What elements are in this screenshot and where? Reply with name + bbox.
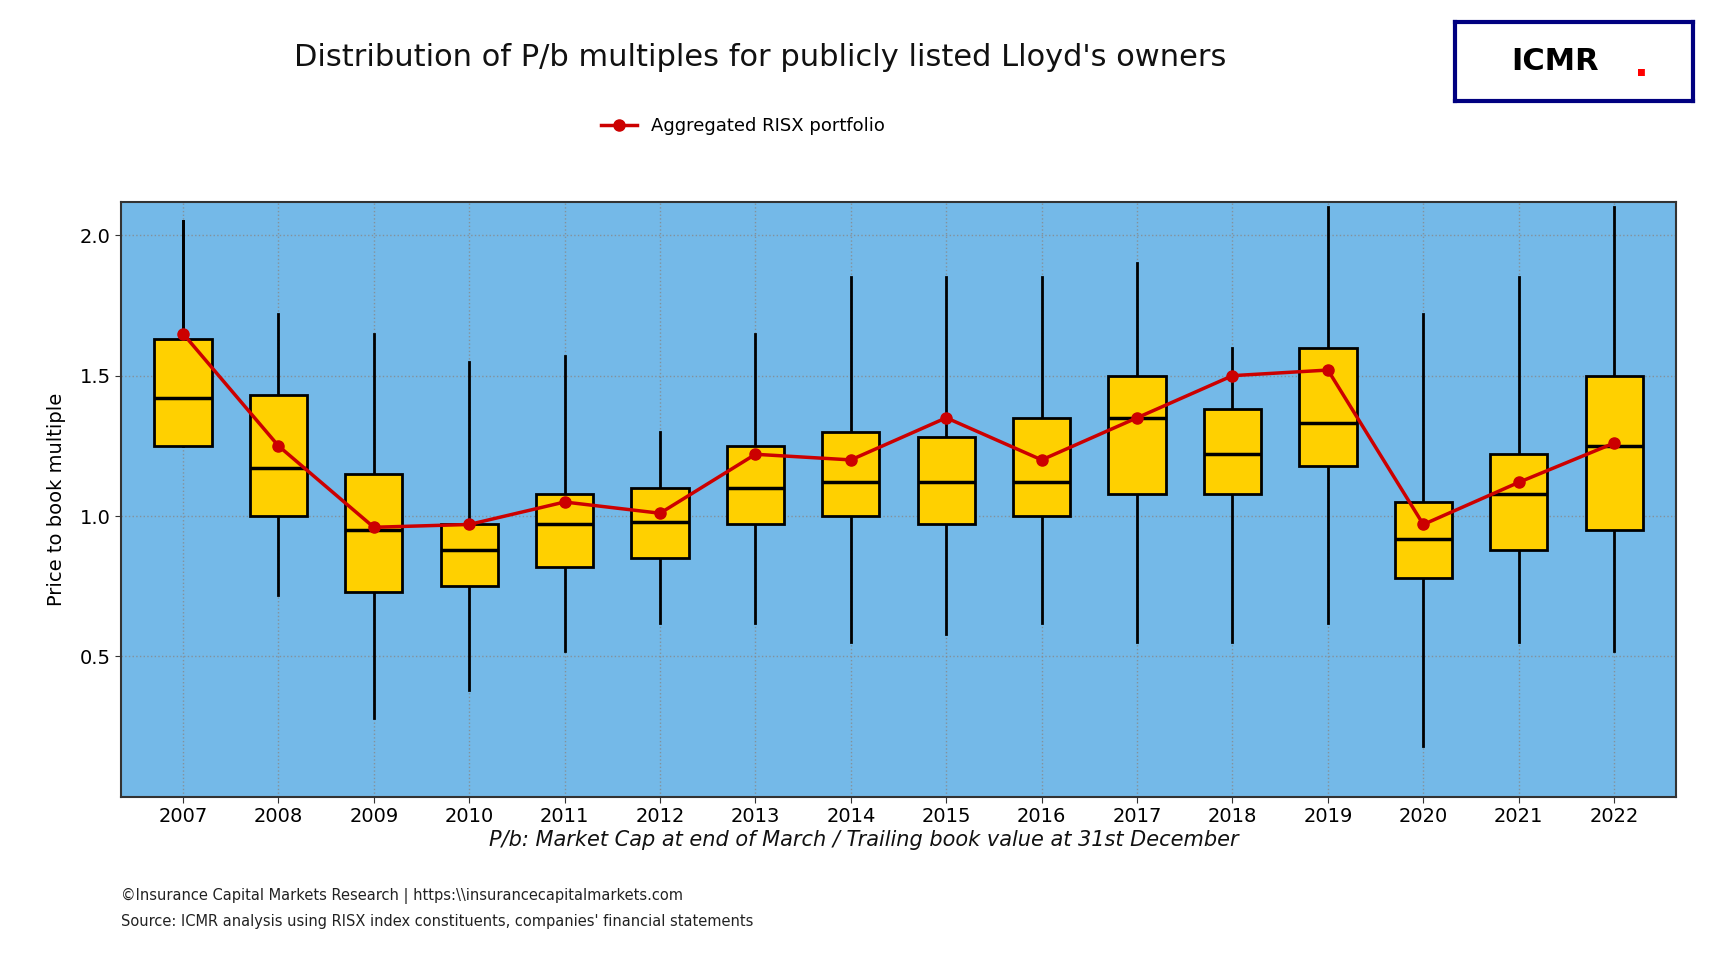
Bar — [1394, 502, 1452, 578]
Text: ICMR: ICMR — [1512, 47, 1598, 76]
Bar — [154, 339, 211, 445]
Bar — [1013, 418, 1070, 516]
Bar — [346, 474, 403, 592]
Bar — [251, 396, 308, 516]
Text: ©Insurance Capital Markets Research | https:\\insurancecapitalmarkets.com: ©Insurance Capital Markets Research | ht… — [121, 888, 683, 904]
Text: Distribution of P/b multiples for publicly listed Lloyd's owners: Distribution of P/b multiples for public… — [294, 43, 1227, 72]
Bar — [1204, 409, 1261, 493]
Bar — [1299, 348, 1356, 466]
Bar — [631, 488, 689, 558]
Text: .: . — [1633, 45, 1649, 84]
Y-axis label: Price to book multiple: Price to book multiple — [47, 393, 66, 606]
Bar — [1108, 375, 1166, 493]
Bar — [918, 438, 975, 524]
Legend: Aggregated RISX portfolio: Aggregated RISX portfolio — [594, 109, 892, 142]
Bar — [536, 493, 593, 566]
Text: Source: ICMR analysis using RISX index constituents, companies' financial statem: Source: ICMR analysis using RISX index c… — [121, 914, 753, 929]
Bar — [1490, 454, 1547, 550]
Text: P/b: Market Cap at end of March / Trailing book value at 31st December: P/b: Market Cap at end of March / Traili… — [489, 830, 1239, 851]
Bar — [727, 445, 785, 524]
Bar — [823, 432, 880, 516]
Bar — [1586, 375, 1643, 530]
Bar — [441, 524, 498, 587]
